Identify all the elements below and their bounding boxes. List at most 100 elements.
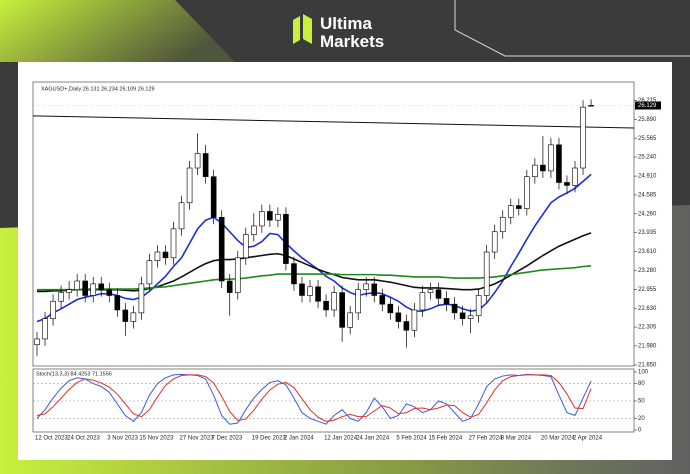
candle-body: [483, 251, 490, 296]
candle-body: [146, 260, 153, 285]
logo-mark: [293, 16, 300, 44]
y-tick-label: 26.215: [638, 98, 657, 104]
candle-body: [259, 211, 265, 227]
candle-body: [210, 176, 217, 218]
candle-body: [475, 295, 482, 317]
y-tick-label: 22.630: [638, 306, 657, 312]
candle-body: [580, 106, 586, 169]
brand-text: Markets: [320, 32, 384, 51]
candle-body: [524, 176, 530, 209]
candle-body: [467, 315, 474, 319]
candle-body: [154, 251, 161, 262]
candle-body: [435, 289, 442, 299]
candle-body: [194, 153, 201, 169]
candle-body: [347, 312, 353, 328]
candle-body: [299, 283, 305, 296]
y-tick-label: 50: [638, 399, 645, 405]
candle-body: [138, 283, 145, 314]
candle-body: [556, 144, 562, 183]
x-tick-label: 2 Jan 2024: [284, 436, 314, 442]
candle-body: [170, 228, 177, 259]
x-tick-label: 5 Feb 2024: [396, 436, 427, 442]
candle-body: [427, 289, 434, 293]
candle-body: [98, 283, 105, 290]
candle-body: [58, 292, 64, 302]
plot: 26.215 25.890 25.565 25.240 24.910 24.585 24.2…: [32, 98, 661, 442]
candle-body: [178, 202, 185, 230]
candle-body: [532, 164, 538, 178]
candle-body: [564, 182, 570, 186]
candle-body: [515, 205, 522, 209]
stoch-info: Stoch(13,3,3) 84.4253 71.1556: [36, 371, 112, 377]
stoch-frame: [32, 368, 635, 433]
candle-body: [291, 263, 297, 285]
candle-body: [419, 292, 426, 311]
candle-body: [42, 318, 48, 340]
candle-body: [50, 300, 56, 319]
y-tick-label: 21.650: [638, 363, 657, 369]
y-tick-label: 24.910: [638, 174, 657, 180]
candle-body: [371, 283, 378, 296]
y-tick-label: 23.935: [638, 230, 657, 236]
main-frame: [32, 81, 635, 367]
candle-body: [114, 295, 121, 311]
y-tick-label: 25.240: [638, 155, 657, 161]
x-tick-label: 27 Feb 2024: [469, 436, 503, 442]
candle-body: [34, 338, 40, 346]
y-tick-label: 23.280: [638, 268, 657, 274]
candle-body: [130, 312, 137, 322]
candle-body: [315, 286, 321, 302]
x-tick-label: 24 Jan 2024: [356, 436, 390, 442]
candle-body: [548, 144, 554, 172]
moving-average: [37, 265, 592, 291]
last-price-label: 26.129: [638, 103, 657, 109]
x-tick-label: 24 Oct 2023: [67, 436, 100, 442]
x-tick-label: 8 Mar 2024: [501, 436, 532, 442]
x-tick-label: 12 Jan 2024: [324, 436, 358, 442]
candle-body: [355, 289, 362, 314]
candle-body: [331, 292, 337, 311]
y-tick-label: 25.565: [638, 136, 657, 142]
candle-body: [572, 167, 578, 186]
x-tick-label: 19 Dec 2023: [252, 436, 287, 442]
brand-text: Ultima: [320, 14, 373, 33]
candle-body: [363, 283, 370, 290]
candle-body: [451, 303, 458, 314]
x-tick-label: 2 Apr 2024: [573, 436, 603, 442]
candle-body: [339, 292, 345, 328]
candle-body: [162, 251, 169, 259]
y-tick-label: 100: [638, 370, 649, 376]
x-tick-label: 15 Nov 2023: [139, 436, 174, 442]
candle-body: [74, 280, 80, 290]
candle-body: [122, 309, 129, 322]
candle-body: [403, 321, 410, 331]
y-tick-label: 25.890: [638, 117, 657, 123]
logo-mark: [303, 14, 312, 44]
x-tick-label: 7 Dec 2023: [212, 436, 243, 442]
x-tick-label: 12 Oct 2023: [35, 436, 68, 442]
candle-body: [226, 280, 233, 293]
candle-body: [507, 205, 514, 218]
candle-body: [82, 280, 88, 296]
x-tick-label: 3 Nov 2023: [107, 436, 138, 442]
stoch-line: [36, 373, 592, 425]
candle-body: [106, 289, 113, 296]
decor-band: [0, 0, 235, 62]
moving-average: [36, 173, 592, 323]
y-tick-label: 21.980: [638, 343, 657, 349]
decor-line: [454, 0, 690, 57]
candle-body: [283, 214, 289, 264]
chart-panel: [18, 62, 672, 460]
y-tick-label: 24.585: [638, 193, 657, 199]
x-tick-label: 20 Mar 2024: [541, 436, 575, 442]
candle-body: [491, 231, 498, 253]
candle-body: [275, 214, 281, 221]
candle-body: [323, 300, 329, 311]
candle-body: [218, 216, 225, 282]
candle-body: [395, 312, 402, 322]
y-tick-label: 80: [638, 381, 645, 387]
last-price-box: [635, 101, 661, 110]
candle-body: [443, 298, 450, 305]
